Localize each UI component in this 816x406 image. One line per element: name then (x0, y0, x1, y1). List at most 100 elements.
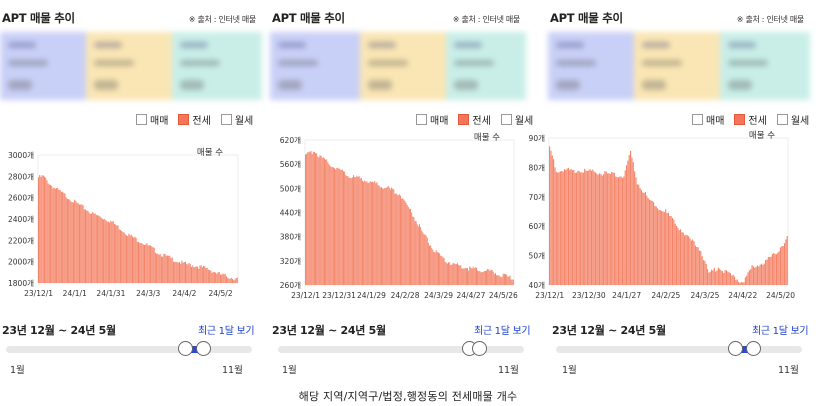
summary-card[interactable] (86, 32, 172, 100)
bar[interactable] (230, 277, 232, 283)
bar[interactable] (632, 162, 634, 285)
bar[interactable] (619, 176, 621, 285)
bar[interactable] (495, 273, 496, 285)
range-slider[interactable] (556, 341, 802, 356)
bar[interactable] (453, 263, 455, 285)
bar[interactable] (135, 238, 137, 283)
bar[interactable] (204, 266, 206, 283)
bar[interactable] (198, 268, 200, 283)
bar[interactable] (353, 175, 355, 285)
bar[interactable] (665, 209, 667, 285)
bar[interactable] (688, 236, 690, 285)
bar[interactable] (124, 234, 126, 283)
bar[interactable] (175, 261, 177, 283)
bar[interactable] (373, 182, 375, 285)
bar[interactable] (359, 178, 361, 285)
legend-monthly[interactable]: 월세 (220, 112, 253, 127)
legend-sale[interactable]: 매매 (416, 112, 448, 127)
bar[interactable] (369, 181, 371, 285)
bar[interactable] (785, 239, 787, 286)
bar[interactable] (677, 227, 679, 285)
bar[interactable] (386, 187, 388, 285)
bar[interactable] (451, 264, 453, 285)
summary-card[interactable] (270, 32, 360, 100)
bar[interactable] (148, 245, 150, 283)
bar[interactable] (209, 270, 211, 283)
bar[interactable] (40, 176, 42, 283)
bar[interactable] (389, 189, 391, 285)
bar[interactable] (490, 269, 492, 285)
bar[interactable] (708, 272, 710, 285)
bar[interactable] (317, 156, 319, 285)
bar[interactable] (567, 167, 570, 285)
bar[interactable] (510, 279, 512, 285)
bar[interactable] (84, 209, 87, 283)
bar[interactable] (166, 255, 168, 283)
bar[interactable] (351, 177, 353, 285)
bar[interactable] (123, 232, 125, 283)
bar[interactable] (454, 264, 456, 285)
bar[interactable] (706, 269, 709, 285)
summary-card[interactable] (446, 32, 526, 100)
bar[interactable] (97, 215, 99, 283)
bar[interactable] (669, 215, 671, 285)
bar[interactable] (99, 216, 101, 283)
bar[interactable] (782, 246, 784, 285)
bar[interactable] (740, 282, 742, 285)
bar[interactable] (178, 262, 180, 283)
bar[interactable] (350, 178, 352, 285)
bar[interactable] (728, 272, 730, 285)
bar[interactable] (573, 169, 575, 285)
bar[interactable] (133, 237, 135, 283)
bar[interactable] (370, 181, 372, 285)
bar[interactable] (686, 235, 688, 285)
bar[interactable] (356, 175, 358, 285)
bar[interactable] (104, 218, 106, 283)
bar[interactable] (392, 188, 394, 285)
bar[interactable] (313, 151, 315, 285)
bar[interactable] (480, 272, 482, 285)
bar[interactable] (747, 272, 749, 285)
bar[interactable] (131, 236, 133, 283)
bar[interactable] (144, 244, 146, 283)
bar[interactable] (387, 185, 389, 285)
bar[interactable] (412, 216, 414, 285)
bar[interactable] (74, 199, 76, 283)
bar[interactable] (207, 269, 209, 283)
bar[interactable] (487, 268, 489, 285)
bar[interactable] (685, 234, 687, 285)
bar[interactable] (62, 191, 64, 283)
bar[interactable] (321, 157, 323, 285)
bar[interactable] (111, 221, 113, 283)
bar[interactable] (211, 272, 213, 283)
bar[interactable] (305, 154, 306, 285)
slider-handle-end[interactable] (746, 341, 761, 356)
bar[interactable] (405, 202, 407, 285)
bar[interactable] (696, 246, 698, 285)
slider-handle-end[interactable] (196, 341, 211, 356)
bar[interactable] (603, 174, 605, 285)
bar[interactable] (118, 229, 120, 283)
bar[interactable] (324, 158, 325, 285)
bar[interactable] (223, 274, 225, 283)
bar[interactable] (474, 267, 476, 285)
bar[interactable] (421, 230, 423, 285)
bar[interactable] (360, 178, 362, 285)
bar[interactable] (729, 273, 732, 285)
bar[interactable] (470, 267, 472, 285)
bar[interactable] (339, 169, 341, 285)
bar[interactable] (322, 157, 324, 285)
bar[interactable] (500, 277, 502, 285)
bar[interactable] (476, 267, 477, 285)
bar[interactable] (739, 282, 741, 285)
bar[interactable] (109, 222, 111, 283)
bar[interactable] (407, 206, 409, 285)
bar[interactable] (222, 273, 224, 283)
bar[interactable] (644, 192, 647, 285)
bar[interactable] (347, 176, 349, 285)
bar[interactable] (578, 171, 580, 285)
bar[interactable] (372, 181, 374, 285)
bar[interactable] (755, 266, 757, 285)
bar[interactable] (308, 152, 310, 285)
recent-month-link[interactable]: 최근 1달 보기 (474, 326, 531, 337)
